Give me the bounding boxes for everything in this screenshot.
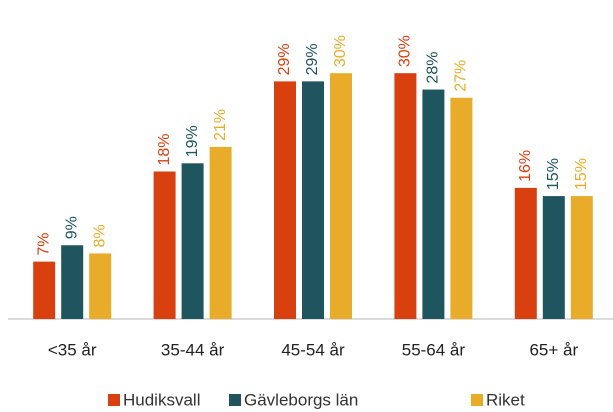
legend-label: Hudiksvall [123,390,200,409]
bar [274,81,296,319]
x-tick-label: 55-64 år [402,340,466,359]
legend-swatch [471,394,483,406]
data-label: 19% [184,125,201,157]
bar [33,261,56,319]
bar [422,89,445,319]
data-label: 28% [425,52,442,84]
legend-swatch [108,394,120,406]
data-label: 15% [573,158,590,190]
bar [153,171,176,319]
data-label: 30% [397,35,414,67]
data-label: 30% [332,35,349,67]
data-label: 16% [517,150,534,182]
bar [542,196,565,319]
bar [302,81,324,319]
bar [570,196,593,319]
data-label: 15% [545,158,562,190]
x-tick-label: 45-54 år [281,340,345,359]
data-label: 7% [35,233,52,256]
x-tick-label: 35-44 år [161,340,225,359]
bar [181,163,204,319]
legend-label: Riket [486,390,525,409]
legend-label: Gävleborgs län [244,390,358,409]
bar [61,245,84,319]
data-label: 21% [212,109,229,141]
bar [89,253,112,319]
bar [394,73,417,320]
bar [450,97,473,319]
data-label: 8% [91,224,108,247]
data-label: 29% [304,43,321,75]
bar [514,187,537,319]
data-label: 29% [276,43,293,75]
bar [209,146,232,319]
data-label: 9% [63,216,80,239]
x-tick-label: 65+ år [529,340,578,359]
data-label: 18% [156,133,173,165]
x-tick-label: <35 år [48,340,97,359]
bar [330,73,352,320]
data-label: 27% [453,60,470,92]
legend-swatch [229,394,241,406]
